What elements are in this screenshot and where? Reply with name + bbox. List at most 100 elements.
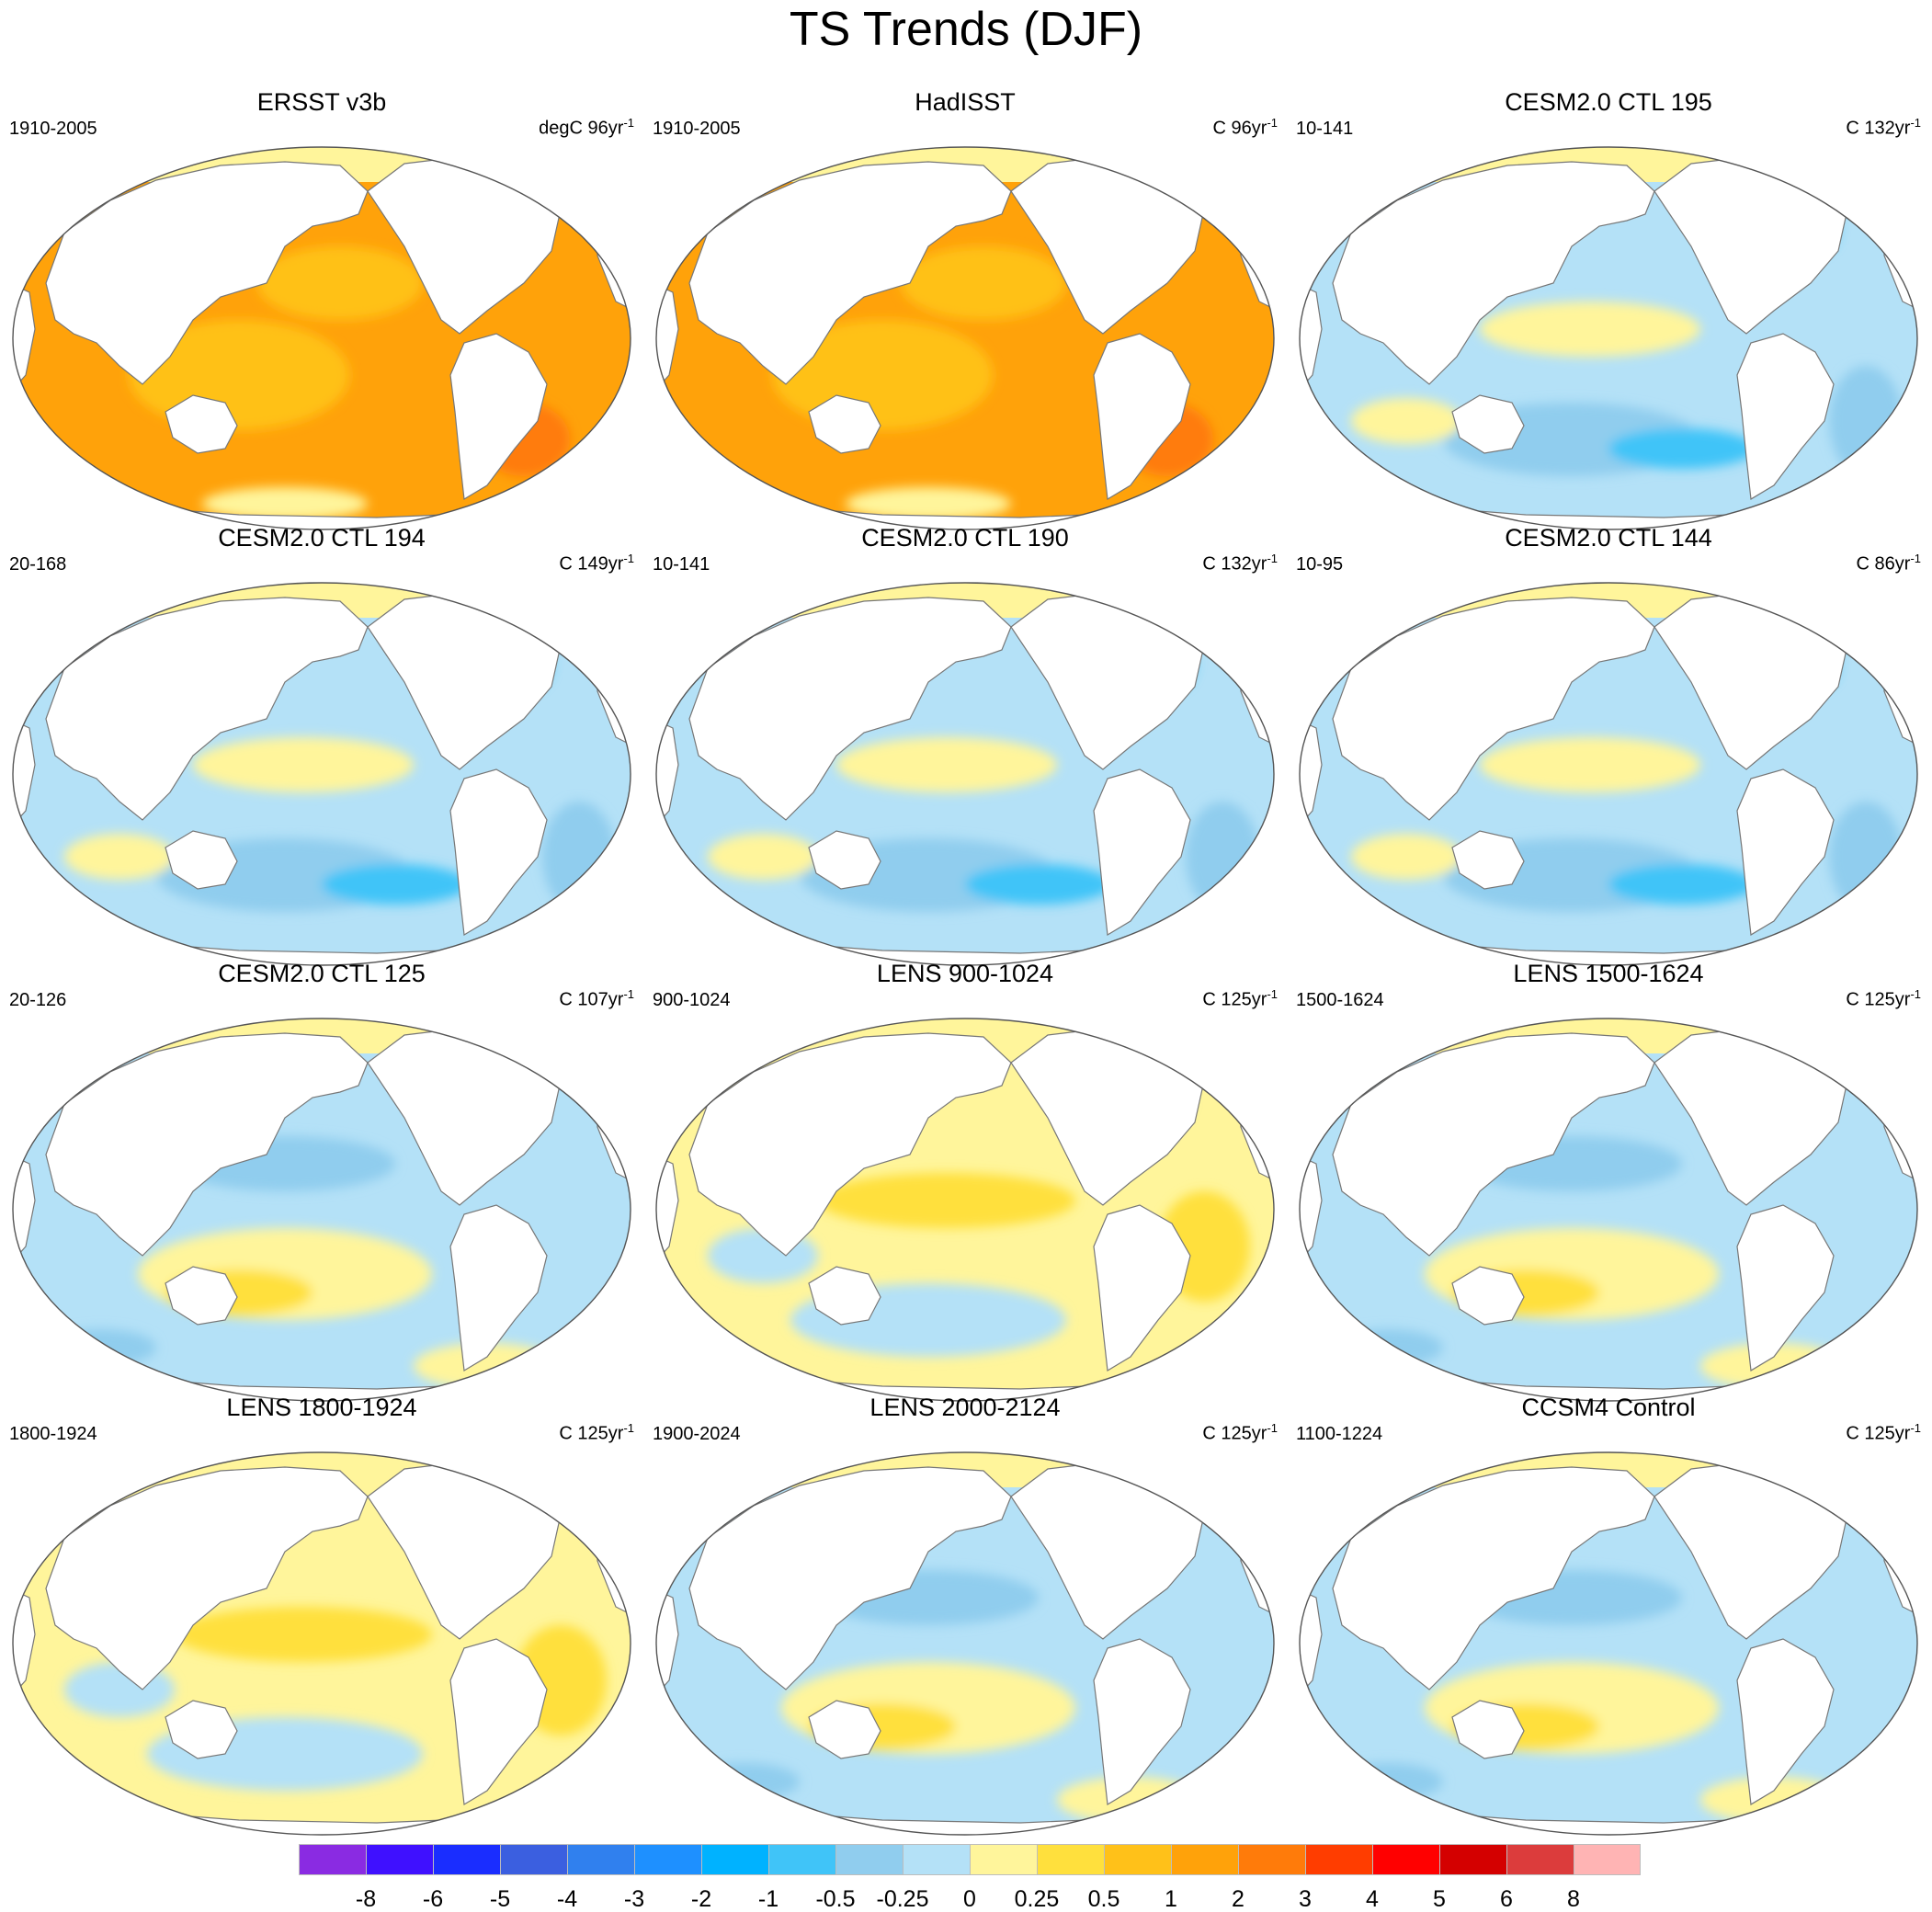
panel-units: degC 96yr-1 bbox=[539, 112, 634, 140]
panel-units: C 86yr-1 bbox=[1857, 548, 1921, 575]
colorbar-label: 3 bbox=[1299, 1886, 1312, 1912]
colorbar-swatch bbox=[1439, 1844, 1506, 1875]
panel-units: C 125yr-1 bbox=[1846, 984, 1921, 1011]
panel-units-exponent: -1 bbox=[623, 552, 634, 565]
land-samerica bbox=[449, 1638, 548, 1805]
colorbar-swatch bbox=[1104, 1844, 1171, 1875]
map-border bbox=[1299, 146, 1918, 530]
panel-period: 1910-2005 bbox=[653, 119, 741, 139]
colorbar-swatch bbox=[1305, 1844, 1372, 1875]
panel-title: LENS 1500-1624 bbox=[1513, 960, 1704, 987]
robinson-map bbox=[1299, 1451, 1918, 1836]
map-panel: LENS 900-1024 900-1024 C 125yr-1 bbox=[643, 956, 1287, 1402]
land-asia bbox=[688, 1466, 1012, 1690]
robinson-map bbox=[12, 146, 631, 530]
colorbar-swatch bbox=[835, 1844, 903, 1875]
colorbar-swatch bbox=[768, 1844, 835, 1875]
panel-period: 20-168 bbox=[9, 554, 67, 575]
land-asia bbox=[45, 597, 369, 821]
map-panel: CESM2.0 CTL 195 10-141 C 132yr-1 bbox=[1287, 85, 1930, 530]
anomaly-region bbox=[1480, 737, 1700, 792]
anomaly-region bbox=[1333, 1329, 1443, 1366]
land-australia bbox=[1451, 830, 1525, 890]
panel-units-text: C 96yr bbox=[1212, 118, 1267, 139]
anomaly-region bbox=[1351, 834, 1461, 880]
anomaly-region bbox=[689, 1763, 800, 1800]
land-samerica bbox=[1736, 768, 1835, 936]
colorbar-swatch bbox=[299, 1844, 366, 1875]
colorbar-label: 0 bbox=[963, 1886, 976, 1912]
land-samerica bbox=[1093, 768, 1191, 936]
panel-title: CCSM4 Control bbox=[1521, 1394, 1696, 1421]
figure-title: TS Trends (DJF) bbox=[789, 3, 1143, 56]
anomaly-region bbox=[1608, 864, 1756, 905]
land-australia bbox=[1451, 1700, 1525, 1759]
map-border bbox=[12, 1018, 631, 1402]
anomaly-region bbox=[846, 487, 1011, 520]
colorbar-swatch bbox=[903, 1844, 970, 1875]
land-asia bbox=[45, 161, 369, 385]
land-samerica bbox=[449, 1204, 548, 1371]
panel-title: CESM2.0 CTL 144 bbox=[1505, 524, 1712, 552]
colorbar-label: -4 bbox=[556, 1886, 578, 1912]
anomaly-region bbox=[1608, 428, 1756, 469]
colorbar-swatch bbox=[1574, 1844, 1641, 1875]
robinson-map bbox=[12, 1451, 631, 1836]
panel-units-text: C 125yr bbox=[1846, 989, 1911, 1010]
panel-period: 1100-1224 bbox=[1296, 1424, 1383, 1444]
land-australia bbox=[1451, 1266, 1525, 1326]
panel-period: 20-126 bbox=[9, 990, 67, 1010]
land-asia bbox=[45, 1032, 369, 1257]
robinson-map bbox=[655, 1018, 1275, 1402]
land-samerica bbox=[1736, 1638, 1835, 1805]
panel-units-exponent: -1 bbox=[623, 1421, 634, 1435]
land-asia bbox=[45, 1466, 369, 1690]
panel-title: LENS 2000-2124 bbox=[869, 1394, 1061, 1421]
panel-period: 10-141 bbox=[653, 554, 710, 575]
map-panel: CESM2.0 CTL 125 20-126 C 107yr-1 bbox=[0, 956, 643, 1402]
panel-units: C 125yr-1 bbox=[559, 1417, 634, 1445]
colorbar-swatch bbox=[1037, 1844, 1104, 1875]
anomaly-region bbox=[818, 1173, 1075, 1228]
anomaly-region bbox=[1333, 1763, 1443, 1800]
colorbar-label: 5 bbox=[1433, 1886, 1446, 1912]
map-panel: CESM2.0 CTL 144 10-95 C 86yr-1 bbox=[1287, 520, 1930, 966]
colorbar-label: -8 bbox=[355, 1886, 377, 1912]
map-panel: LENS 1800-1924 1800-1924 C 125yr-1 bbox=[0, 1390, 643, 1836]
anomaly-region bbox=[708, 834, 818, 880]
panel-units-exponent: -1 bbox=[623, 987, 634, 1001]
anomaly-region bbox=[257, 246, 423, 320]
colorbar-label: 8 bbox=[1567, 1886, 1580, 1912]
land-australia bbox=[1451, 394, 1525, 454]
colorbar-swatch bbox=[1372, 1844, 1439, 1875]
map-border bbox=[655, 1018, 1275, 1402]
panel-period: 900-1024 bbox=[653, 990, 731, 1010]
land-samerica bbox=[449, 333, 548, 500]
panel-units-text: C 86yr bbox=[1856, 553, 1911, 575]
panel-period: 10-141 bbox=[1296, 119, 1354, 139]
panel-period: 1800-1924 bbox=[9, 1424, 97, 1444]
land-asia bbox=[1332, 1466, 1655, 1690]
panel-title: ERSST v3b bbox=[256, 88, 387, 116]
land-asia bbox=[688, 161, 1012, 385]
colorbar-label: 2 bbox=[1232, 1886, 1244, 1912]
map-border bbox=[655, 146, 1275, 530]
anomaly-region bbox=[64, 834, 175, 880]
colorbar-label: -0.25 bbox=[876, 1886, 929, 1912]
map-border bbox=[12, 146, 631, 530]
robinson-map bbox=[12, 1018, 631, 1402]
panel-title: CESM2.0 CTL 195 bbox=[1505, 88, 1712, 116]
panel-units-exponent: -1 bbox=[1910, 1421, 1921, 1435]
land-asia bbox=[1332, 597, 1655, 821]
map-panel: CESM2.0 CTL 190 10-141 C 132yr-1 bbox=[643, 520, 1287, 966]
panel-units-exponent: -1 bbox=[1267, 1421, 1278, 1435]
panel-units-exponent: -1 bbox=[1910, 987, 1921, 1001]
colorbar-swatch bbox=[1506, 1844, 1574, 1875]
colorbar-label: 4 bbox=[1366, 1886, 1379, 1912]
panel-units-text: C 107yr bbox=[559, 989, 624, 1010]
land-australia bbox=[165, 1266, 238, 1326]
panel-units-exponent: -1 bbox=[1910, 116, 1921, 130]
map-panel: LENS 1500-1624 1500-1624 C 125yr-1 bbox=[1287, 956, 1930, 1402]
anomaly-region bbox=[1829, 366, 1903, 476]
colorbar-label: -2 bbox=[690, 1886, 712, 1912]
